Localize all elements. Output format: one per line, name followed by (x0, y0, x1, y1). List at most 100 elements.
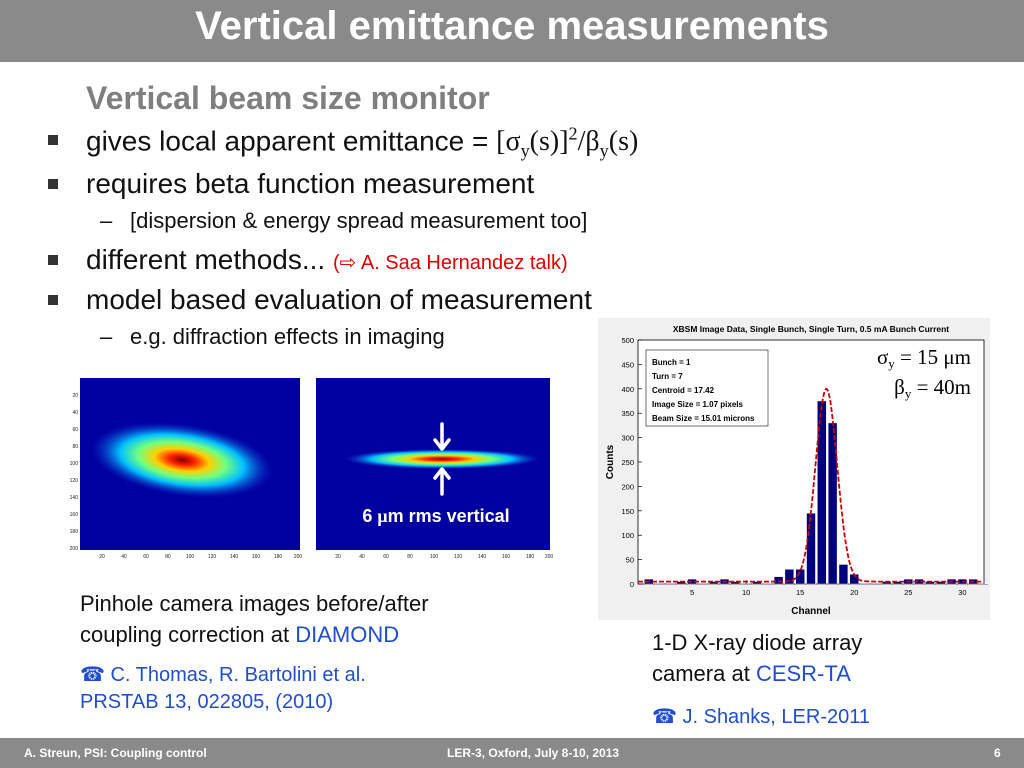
bullet-square-icon (48, 179, 58, 189)
y-tick-label: 160 (70, 512, 79, 518)
x-tick-label: 160 (252, 554, 261, 560)
y-tick-label: 50 (626, 556, 634, 565)
x-tick-label: 120 (454, 554, 463, 560)
pinhole-before-x-ticks: 20 40 60 80 100 120 140 160 180 200 (99, 554, 302, 560)
y-tick-label: 350 (621, 409, 634, 418)
x-tick-label: 60 (143, 554, 149, 560)
x-tick-label: 15 (796, 588, 804, 597)
y-tick-label: 450 (621, 360, 634, 369)
y-axis-label: Counts (605, 444, 616, 479)
x-tick-label: 20 (99, 554, 105, 560)
footer-event: LER-3, Oxford, July 8-10, 2013 (447, 746, 620, 760)
sub-bullet-text: [dispersion & energy spread measurement … (130, 208, 588, 233)
x-tick-label: 80 (407, 554, 413, 560)
y-tick-label: 100 (621, 531, 634, 540)
legend-entry: Centroid = 17.42 (652, 386, 715, 395)
bar (806, 513, 816, 585)
y-tick-label: 40 (72, 410, 78, 416)
slide-subtitle: Vertical beam size monitor (86, 80, 490, 116)
xbsm-chart: XBSM Image Data, Single Bunch, Single Tu… (598, 318, 990, 620)
x-tick-label: 40 (121, 554, 127, 560)
bar (773, 576, 784, 585)
legend-entry: Beam Size = 15.01 microns (652, 414, 755, 423)
y-tick-label: 180 (70, 529, 79, 535)
footer-author: A. Streun, PSI: Coupling control (24, 746, 207, 760)
legend-entry: Turn = 7 (652, 372, 683, 381)
y-tick-label: 80 (72, 444, 78, 450)
bar (752, 581, 762, 585)
bar (838, 564, 849, 585)
bar (741, 583, 751, 586)
x-tick-label: 200 (294, 554, 303, 560)
x-tick-label: 200 (545, 554, 554, 560)
bullet-text: model based evaluation of measurement (86, 284, 592, 315)
bar (763, 583, 773, 586)
x-tick-label: 20 (335, 554, 341, 560)
bar (730, 581, 740, 585)
x-tick-label: 30 (958, 588, 966, 597)
y-tick-label: 150 (621, 507, 634, 516)
page-number: 6 (994, 746, 1001, 760)
shanks-reference: ☎ J. Shanks, LER-2011 (652, 706, 870, 728)
x-tick-label: 60 (383, 554, 389, 560)
bullet-square-icon (48, 135, 58, 145)
chart-legend: Bunch = 1 Turn = 7 Centroid = 17.42 Imag… (645, 349, 769, 427)
gaussian-fit-line (638, 387, 983, 583)
bar (698, 583, 708, 586)
x-tick-label: 140 (478, 554, 487, 560)
bar (871, 583, 881, 586)
y-tick-label: 60 (72, 427, 78, 433)
x-tick-label: 5 (690, 588, 694, 597)
cesr-ta-link[interactable]: CESR-TA (755, 661, 851, 686)
y-tick-label: 300 (621, 434, 634, 443)
y-tick-label: 500 (621, 336, 634, 345)
bullet-text: gives local apparent emittance = (86, 125, 497, 157)
diode-array-caption: 1-D X-ray diode array camera at CESR-TA (652, 630, 863, 686)
bar (795, 569, 805, 585)
pinhole-after-x-ticks: 20 40 60 80 100 120 140 160 180 200 (335, 554, 553, 560)
bar (654, 583, 665, 586)
x-tick-label: 100 (186, 554, 195, 560)
bar (892, 581, 903, 585)
y-tick-label: 200 (621, 482, 634, 491)
bullet-square-icon (48, 255, 58, 265)
x-tick-label: 10 (742, 588, 750, 597)
pinhole-image-after: 20 40 60 80 100 120 140 160 180 200 6 μm… (306, 374, 554, 560)
y-tick-label: 250 (621, 458, 634, 467)
diamond-link[interactable]: DIAMOND (295, 622, 400, 647)
x-tick-label: 180 (274, 554, 283, 560)
x-tick-label: 80 (165, 554, 171, 560)
x-tick-label: 120 (208, 554, 217, 560)
rms-vertical-label: 6 μm rms vertical (362, 506, 509, 526)
y-tick-label: 20 (72, 393, 78, 399)
y-tick-label: 140 (70, 495, 79, 501)
x-tick-label: 25 (904, 588, 912, 597)
legend-entry: Image Size = 1.07 pixels (652, 400, 743, 409)
phone-icon: ☎ (80, 664, 105, 686)
talk-reference-note: (⇨ A. Saa Hernandez talk) (332, 252, 568, 274)
x-tick-label: 40 (359, 554, 365, 560)
sub-bullet-text: e.g. diffraction effects in imaging (130, 324, 445, 349)
chart-title: XBSM Image Data, Single Bunch, Single Tu… (673, 324, 949, 334)
y-tick-label: 100 (70, 461, 79, 467)
pinhole-image-before: 20 40 60 80 100 120 140 160 180 200 20 4… (58, 374, 304, 560)
bar (936, 581, 946, 585)
bullet-square-icon (48, 295, 58, 305)
y-tick-label: 0 (630, 580, 634, 589)
title-bar: Vertical emittance measurements (0, 0, 1024, 62)
x-tick-label: 160 (502, 554, 511, 560)
bar (709, 581, 719, 585)
x-axis-label: Channel (791, 606, 831, 617)
bullet-text: different methods... (86, 244, 326, 275)
slide-title: Vertical emittance measurements (195, 4, 829, 48)
y-tick-label: 200 (70, 546, 79, 552)
y-tick-label: 400 (621, 385, 634, 394)
phone-icon: ☎ (652, 706, 677, 728)
x-tick-label: 100 (430, 554, 439, 560)
bar (979, 583, 989, 586)
x-tick-label: 140 (230, 554, 239, 560)
bar (827, 422, 838, 585)
bar (784, 569, 795, 585)
x-tick-label: 20 (850, 588, 858, 597)
emittance-formula: [σy(s)]2/βy(s) (496, 124, 639, 161)
